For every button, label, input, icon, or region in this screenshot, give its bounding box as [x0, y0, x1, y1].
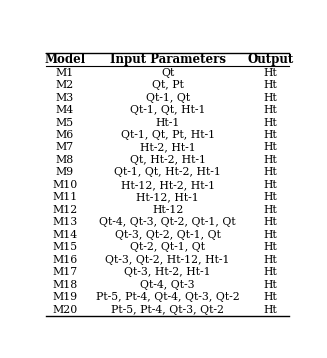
Text: Ht: Ht	[263, 192, 277, 202]
Text: Qt, Ht-2, Ht-1: Qt, Ht-2, Ht-1	[129, 155, 206, 165]
Text: Output: Output	[247, 53, 293, 66]
Text: M11: M11	[52, 192, 77, 202]
Text: Ht: Ht	[263, 205, 277, 215]
Text: Ht: Ht	[263, 80, 277, 90]
Text: Ht-12, Ht-1: Ht-12, Ht-1	[136, 192, 199, 202]
Text: Ht: Ht	[263, 105, 277, 115]
Text: M15: M15	[52, 242, 77, 252]
Text: M13: M13	[52, 217, 77, 227]
Text: Ht: Ht	[263, 267, 277, 277]
Text: Qt-4, Qt-3: Qt-4, Qt-3	[140, 280, 195, 290]
Text: Ht: Ht	[263, 305, 277, 315]
Text: Qt-2, Qt-1, Qt: Qt-2, Qt-1, Qt	[130, 242, 205, 252]
Text: Qt-3, Qt-2, Ht-12, Ht-1: Qt-3, Qt-2, Ht-12, Ht-1	[105, 255, 230, 265]
Text: Ht: Ht	[263, 130, 277, 140]
Text: Qt-4, Qt-3, Qt-2, Qt-1, Qt: Qt-4, Qt-3, Qt-2, Qt-1, Qt	[99, 217, 236, 227]
Text: M4: M4	[56, 105, 74, 115]
Text: M19: M19	[52, 292, 77, 302]
Text: Ht: Ht	[263, 168, 277, 178]
Text: M16: M16	[52, 255, 77, 265]
Text: Ht: Ht	[263, 180, 277, 190]
Text: Qt-3, Ht-2, Ht-1: Qt-3, Ht-2, Ht-1	[124, 267, 211, 277]
Text: Ht: Ht	[263, 280, 277, 290]
Text: Ht: Ht	[263, 93, 277, 103]
Text: M17: M17	[52, 267, 77, 277]
Text: Qt-1, Qt: Qt-1, Qt	[146, 93, 190, 103]
Text: M8: M8	[56, 155, 74, 165]
Text: M10: M10	[52, 180, 77, 190]
Text: M1: M1	[56, 68, 74, 78]
Text: M7: M7	[56, 142, 74, 153]
Text: Qt: Qt	[161, 68, 174, 78]
Text: M18: M18	[52, 280, 77, 290]
Text: Ht: Ht	[263, 292, 277, 302]
Text: M14: M14	[52, 230, 77, 240]
Text: Ht: Ht	[263, 155, 277, 165]
Text: Ht: Ht	[263, 142, 277, 153]
Text: Input Parameters: Input Parameters	[110, 53, 226, 66]
Text: Ht-2, Ht-1: Ht-2, Ht-1	[140, 142, 196, 153]
Text: Qt-1, Qt, Pt, Ht-1: Qt-1, Qt, Pt, Ht-1	[121, 130, 215, 140]
Text: M9: M9	[56, 168, 74, 178]
Text: Pt-5, Pt-4, Qt-4, Qt-3, Qt-2: Pt-5, Pt-4, Qt-4, Qt-3, Qt-2	[96, 292, 239, 302]
Text: Ht: Ht	[263, 68, 277, 78]
Text: M6: M6	[56, 130, 74, 140]
Text: Qt, Pt: Qt, Pt	[152, 80, 183, 90]
Text: Pt-5, Pt-4, Qt-3, Qt-2: Pt-5, Pt-4, Qt-3, Qt-2	[111, 305, 224, 315]
Text: M12: M12	[52, 205, 77, 215]
Text: Ht: Ht	[263, 230, 277, 240]
Text: M5: M5	[56, 117, 74, 127]
Text: M3: M3	[56, 93, 74, 103]
Text: Ht-1: Ht-1	[155, 117, 180, 127]
Text: Ht: Ht	[263, 242, 277, 252]
Text: Qt-1, Qt, Ht-1: Qt-1, Qt, Ht-1	[130, 105, 205, 115]
Text: Qt-1, Qt, Ht-2, Ht-1: Qt-1, Qt, Ht-2, Ht-1	[114, 168, 221, 178]
Text: Qt-3, Qt-2, Qt-1, Qt: Qt-3, Qt-2, Qt-1, Qt	[115, 230, 220, 240]
Text: Ht-12, Ht-2, Ht-1: Ht-12, Ht-2, Ht-1	[121, 180, 215, 190]
Text: M2: M2	[56, 80, 74, 90]
Text: Ht: Ht	[263, 117, 277, 127]
Text: Ht-12: Ht-12	[152, 205, 183, 215]
Text: Model: Model	[44, 53, 86, 66]
Text: M20: M20	[52, 305, 77, 315]
Text: Ht: Ht	[263, 255, 277, 265]
Text: Ht: Ht	[263, 217, 277, 227]
